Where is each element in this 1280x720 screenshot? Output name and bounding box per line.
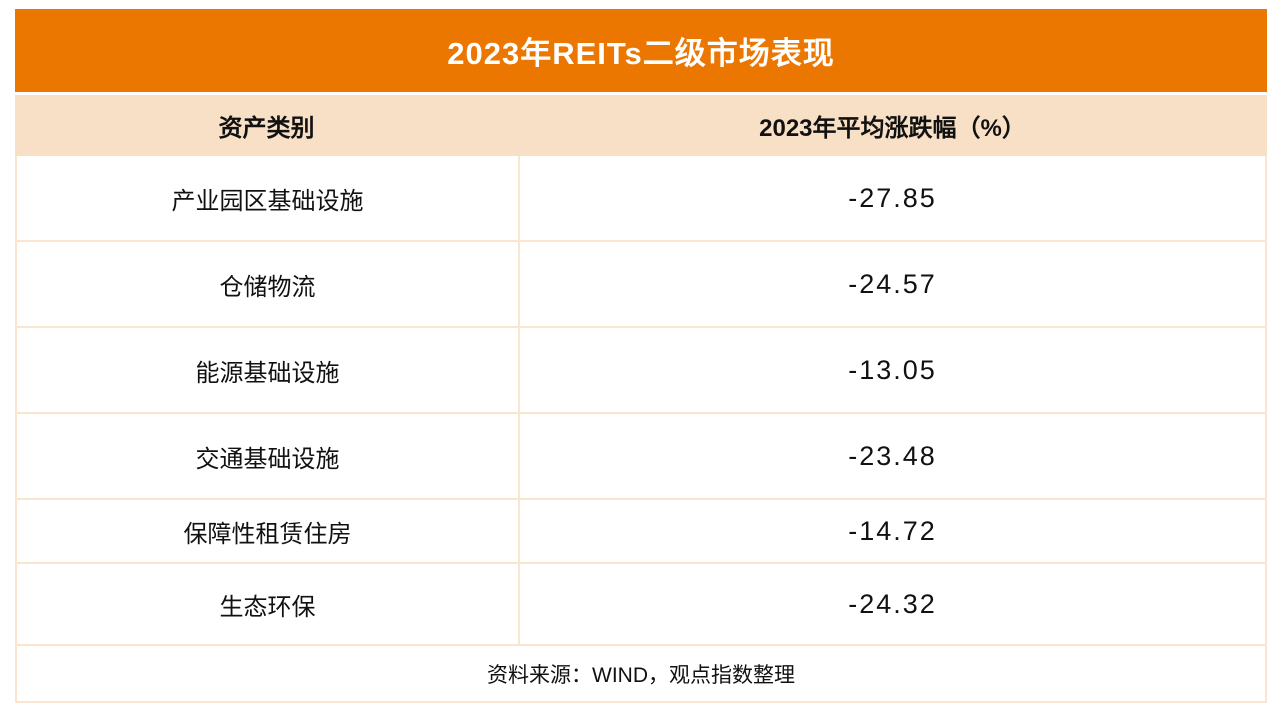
category-cell: 产业园区基础设施 — [17, 156, 520, 240]
source-note-row: 资料来源：WIND，观点指数整理 — [15, 646, 1267, 703]
table-row: 交通基础设施 -23.48 — [15, 414, 1267, 500]
value-cell: -13.05 — [848, 354, 937, 385]
table-row: 仓储物流 -24.57 — [15, 242, 1267, 328]
table-row: 保障性租赁住房 -14.72 — [15, 500, 1267, 564]
table-title: 2023年REITs二级市场表现 — [447, 36, 835, 71]
column-header-avg-change: 2023年平均涨跌幅（%） — [759, 115, 1026, 142]
value-cell: -24.57 — [848, 268, 937, 299]
reits-performance-table: 2023年REITs二级市场表现 资产类别 2023年平均涨跌幅（%） 产业园区… — [15, 9, 1267, 703]
table-row: 能源基础设施 -13.05 — [15, 328, 1267, 414]
value-cell: -24.32 — [848, 588, 937, 619]
value-cell: -23.48 — [848, 440, 937, 471]
value-cell: -14.72 — [848, 515, 937, 546]
value-cell: -27.85 — [848, 182, 937, 213]
table-row: 产业园区基础设施 -27.85 — [15, 156, 1267, 242]
table-title-bar: 2023年REITs二级市场表现 — [15, 9, 1267, 92]
category-cell: 保障性租赁住房 — [17, 500, 520, 562]
category-cell: 仓储物流 — [17, 242, 520, 326]
source-note: 资料来源：WIND，观点指数整理 — [487, 663, 795, 687]
category-cell: 生态环保 — [17, 564, 520, 644]
table-header-row: 资产类别 2023年平均涨跌幅（%） — [15, 95, 1267, 156]
category-cell: 交通基础设施 — [17, 414, 520, 498]
column-header-asset-class: 资产类别 — [218, 115, 315, 142]
table-row: 生态环保 -24.32 — [15, 564, 1267, 646]
category-cell: 能源基础设施 — [17, 328, 520, 412]
